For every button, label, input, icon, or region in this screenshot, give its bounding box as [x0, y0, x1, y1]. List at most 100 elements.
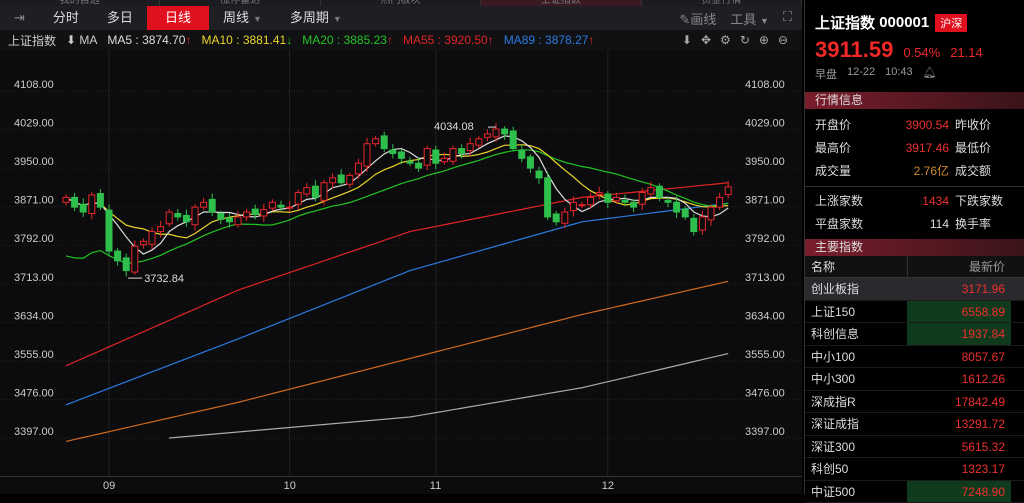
scroll-down-icon[interactable]: ⬇ — [682, 33, 692, 47]
candle — [330, 178, 336, 183]
tools-button[interactable]: 工具 ▼ — [730, 9, 769, 28]
section-header: 主要指数 — [805, 239, 1024, 256]
tools-label: 工具 — [730, 12, 756, 27]
candle — [261, 210, 267, 216]
index-price: 5615.32 — [907, 436, 1011, 458]
candle — [476, 139, 482, 145]
candle — [244, 212, 250, 217]
index-price: 17842.49 — [907, 391, 1011, 413]
candle — [493, 129, 499, 137]
index-name: 上证指数 — [815, 12, 875, 33]
tab[interactable]: 上证指数 — [481, 0, 641, 6]
quote-title: 上证指数 000001 沪深 — [805, 0, 1024, 33]
y-tick-label-left: 3476.00 — [14, 387, 54, 399]
fullscreen-icon[interactable]: ⛶ — [783, 9, 792, 28]
candle — [106, 210, 112, 251]
y-tick-label-right: 3397.00 — [745, 426, 785, 438]
candle — [140, 241, 146, 244]
chevron-down-icon: ▼ — [760, 16, 769, 26]
candle — [725, 187, 731, 195]
candle — [450, 149, 456, 162]
candle — [596, 193, 602, 195]
candle — [287, 207, 293, 208]
ma-value: MA10 : 3881.41↓ — [201, 33, 292, 47]
chevron-down-icon: ⬇ — [66, 33, 76, 47]
ma-text: MA5 : 3874.70 — [107, 33, 185, 47]
move-icon[interactable]: ✥ — [701, 33, 711, 47]
candle — [527, 157, 533, 168]
candle — [674, 202, 680, 212]
zoom-out-icon[interactable]: ⊖ — [778, 33, 788, 47]
candle — [235, 217, 241, 225]
col-price[interactable]: 最新价 — [907, 256, 1011, 277]
y-tick-label-left: 4108.00 — [14, 79, 54, 91]
trend-arrow-icon: ↑ — [387, 33, 393, 47]
refresh-icon[interactable]: ↻ — [740, 33, 750, 47]
ma-label: MA — [79, 33, 97, 47]
candle — [321, 183, 327, 201]
y-tick-label-right: 4108.00 — [745, 79, 785, 91]
candle — [605, 194, 611, 202]
index-name: 创业板指 — [805, 280, 907, 297]
x-tick-label: 09 — [103, 480, 115, 492]
candle — [570, 202, 576, 210]
tab[interactable]: 资金行情 — [642, 0, 802, 6]
candle — [562, 212, 568, 223]
candle — [699, 217, 705, 230]
index-price: 13291.72 — [907, 413, 1011, 435]
draw-button[interactable]: ✎画线 — [679, 9, 716, 28]
candle — [115, 251, 121, 261]
market-badge[interactable]: 沪深 — [935, 14, 967, 32]
tab-weekly[interactable]: 周线▼ — [209, 6, 276, 30]
candle — [459, 149, 465, 154]
candle — [252, 209, 258, 214]
sidebar-toggle-icon[interactable]: ⇥ — [0, 6, 39, 30]
candle — [656, 186, 662, 197]
bell-icon[interactable]: 🔔︎ — [923, 66, 937, 82]
index-name: 中小100 — [805, 348, 907, 365]
index-price: 6558.89 — [907, 301, 1011, 323]
info-label: 最高价 — [805, 139, 865, 156]
candle — [631, 202, 637, 207]
y-tick-label-right: 3555.00 — [745, 349, 785, 361]
tab-intraday[interactable]: 分时 — [39, 6, 93, 30]
candle — [201, 202, 207, 207]
info-label: 成交额 — [955, 162, 991, 179]
info-value: 3900.54 — [865, 118, 955, 132]
chart-pane: 我的自选 涨停雷达 热门板块 上证指数 资金行情 ⇥ 分时 多日 日线 周线▼ … — [0, 0, 802, 494]
gear-icon[interactable]: ⚙ — [720, 33, 731, 47]
ma-dropdown[interactable]: ⬇ MA — [66, 33, 97, 47]
ma-value: MA89 : 3878.27↑ — [504, 33, 595, 47]
info-label: 上涨家数 — [805, 192, 865, 209]
tab-multiday[interactable]: 多日 — [93, 6, 147, 30]
period-toolbar: ⇥ 分时 多日 日线 周线▼ 多周期▼ ✎画线 工具 ▼ ⛶ — [0, 6, 802, 30]
date: 12-22 — [847, 66, 875, 82]
tab-daily[interactable]: 日线 — [147, 6, 209, 30]
candle — [553, 214, 559, 222]
candle — [484, 134, 490, 137]
draw-label: 画线 — [690, 12, 716, 27]
info-value: 3917.46 — [865, 141, 955, 155]
candle — [218, 213, 224, 219]
candle — [269, 202, 275, 208]
zoom-in-icon[interactable]: ⊕ — [759, 33, 769, 47]
price-line: 3911.59 0.54% 21.14 — [805, 33, 1024, 63]
candle — [373, 139, 379, 144]
ma-text: MA10 : 3881.41 — [201, 33, 286, 47]
index-name: 深证成指 — [805, 415, 907, 432]
tab-multiperiod[interactable]: 多周期▼ — [276, 6, 356, 30]
